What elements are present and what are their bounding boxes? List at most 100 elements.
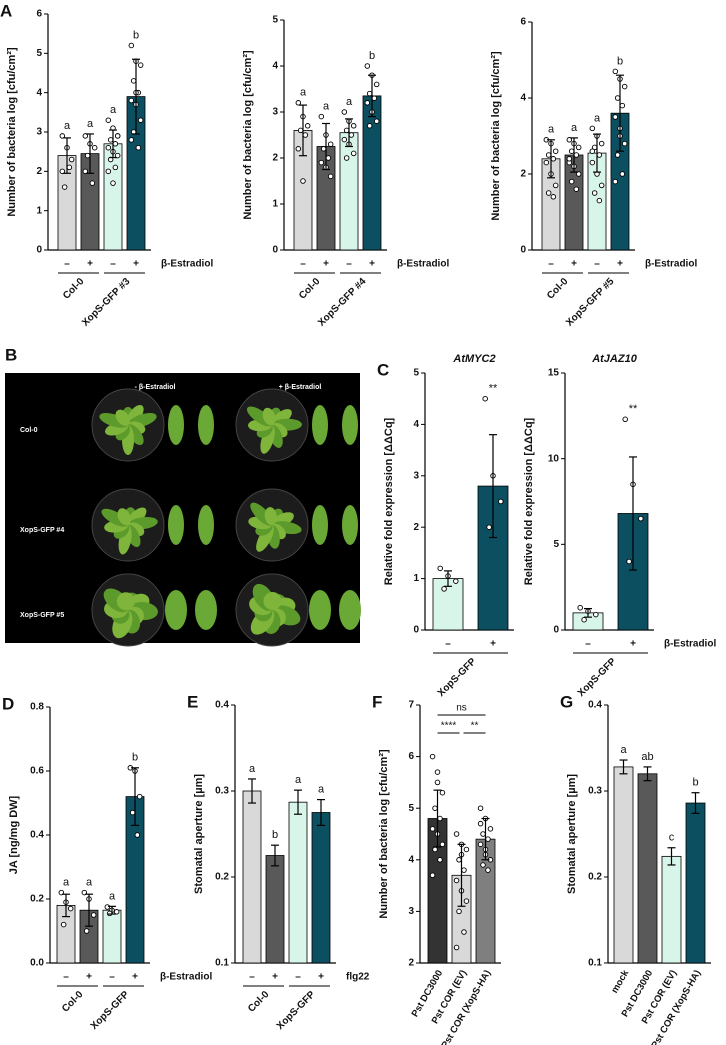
data-point — [104, 904, 111, 910]
panel-label: F — [372, 692, 382, 711]
data-point — [82, 133, 89, 139]
data-point — [82, 168, 89, 175]
data-point — [318, 159, 325, 166]
data-point — [84, 152, 91, 159]
treatment-label: flg22 — [346, 972, 370, 983]
data-point — [341, 136, 348, 143]
significance-label: a — [87, 118, 94, 130]
data-point — [434, 779, 441, 786]
x-tick-label: – — [110, 259, 116, 270]
data-point — [137, 62, 144, 68]
data-point — [128, 42, 135, 49]
bar — [432, 578, 464, 631]
significance-label: ** — [489, 383, 498, 395]
data-point — [60, 921, 67, 928]
y-tick-label: 0.3 — [215, 786, 229, 797]
significance-label: a — [318, 784, 325, 796]
data-point — [622, 416, 628, 423]
error-bar — [294, 789, 302, 815]
data-point — [545, 190, 552, 196]
significance-label: a — [323, 101, 330, 113]
y-tick-label: 2 — [272, 153, 278, 164]
data-point — [552, 148, 559, 154]
significance-label: a — [110, 104, 117, 116]
data-point — [366, 123, 373, 129]
error-bar — [629, 456, 637, 571]
x-tick-label: – — [594, 259, 600, 270]
bar — [288, 801, 308, 964]
error-bar — [108, 905, 116, 915]
data-point — [566, 137, 573, 143]
treatment-label: β-Estradiol — [161, 259, 213, 270]
y-tick-label: 3 — [408, 906, 414, 917]
error-bar — [547, 139, 555, 179]
y-axis-label: Number of bacteria log [cfu/cm²] — [6, 47, 18, 217]
y-tick-label: 0.6 — [30, 766, 44, 777]
y-axis-label: Number of bacteria log [cfu/cm²] — [242, 50, 254, 220]
data-point — [589, 159, 596, 166]
detached-leaf — [195, 590, 217, 630]
bar — [242, 790, 262, 964]
data-point — [66, 164, 73, 171]
group-label: XopS-GFP — [576, 656, 619, 699]
significance-label: a — [620, 744, 627, 756]
treatment-label: β-Estradiol — [664, 639, 716, 650]
group-label: Col-0 — [545, 276, 571, 302]
significance-label: b — [272, 829, 278, 841]
data-point — [105, 117, 112, 123]
data-point — [589, 148, 596, 154]
error-bar — [691, 792, 700, 814]
data-point — [593, 611, 599, 618]
x-tick-label: + — [86, 972, 92, 983]
error-bar — [616, 74, 624, 152]
data-point — [106, 910, 113, 917]
panel-label: A — [0, 1, 12, 20]
x-tick-label: – — [300, 259, 306, 270]
error-bar — [433, 789, 442, 848]
y-tick-label: 0 — [413, 625, 419, 636]
data-point — [550, 156, 557, 162]
data-point — [598, 182, 605, 189]
chart-title: AtMYC2 — [452, 353, 495, 365]
x-tick-label: + — [617, 259, 623, 270]
y-tick-label: 2 — [520, 169, 526, 180]
data-point — [68, 156, 75, 163]
y-tick-label: 7 — [408, 700, 414, 711]
data-point — [568, 178, 575, 185]
data-point — [596, 197, 603, 204]
data-point — [598, 140, 605, 147]
treatment-label: β-Estradiol — [397, 259, 449, 270]
error-bar — [62, 893, 70, 918]
data-point — [543, 159, 550, 166]
significance-label: a — [86, 877, 93, 889]
error-bar — [570, 137, 578, 173]
y-tick-label: 6 — [408, 751, 414, 762]
detached-leaf — [312, 505, 328, 545]
significance-label: b — [369, 50, 375, 62]
group-label: XopS-GFP — [89, 989, 132, 1032]
bar — [685, 802, 706, 964]
data-point — [429, 826, 436, 832]
x-tick-label: + — [323, 259, 329, 270]
panel-label: D — [2, 694, 14, 713]
y-axis-label: Relative fold expression [ΔΔCq] — [383, 417, 395, 585]
data-point — [545, 152, 552, 158]
y-tick-label: 10 — [548, 453, 560, 464]
y-axis-label: Stomatal aperture [µm] — [193, 774, 205, 894]
y-axis-label: Stomatal aperture [µm] — [566, 774, 578, 894]
data-point — [373, 81, 380, 88]
column-label: + β-Estradiol — [279, 384, 322, 391]
bracket-label: ** — [471, 721, 479, 732]
x-tick-label: – — [63, 972, 69, 983]
significance-label: ** — [629, 403, 638, 415]
data-point — [371, 95, 378, 101]
data-point — [432, 805, 438, 811]
error-bar — [299, 104, 307, 157]
data-point — [552, 182, 559, 189]
detached-leaf — [168, 505, 184, 545]
data-point — [137, 117, 144, 123]
data-point — [575, 171, 582, 177]
data-point — [480, 831, 486, 837]
data-point — [575, 144, 582, 151]
data-point — [550, 194, 557, 200]
